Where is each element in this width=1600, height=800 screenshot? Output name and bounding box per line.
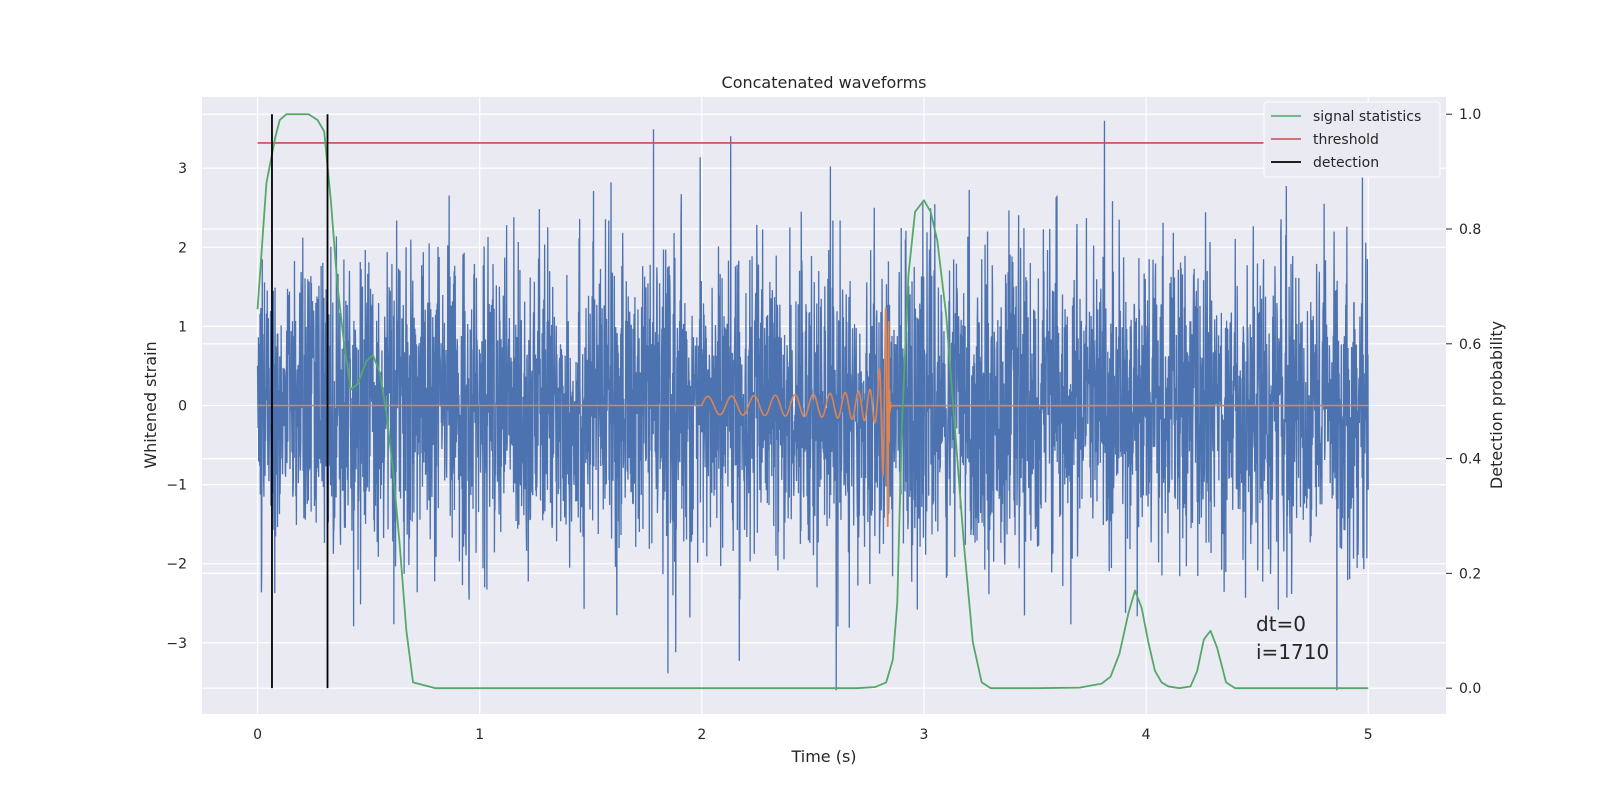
y2-tick-label: 1.0 xyxy=(1459,107,1481,123)
legend-label-signal-statistics: signal statistics xyxy=(1313,109,1421,125)
y2-axis-label: Detection probability xyxy=(1487,321,1506,489)
chart-title: Concatenated waveforms xyxy=(722,73,927,92)
y-tick-label: −3 xyxy=(166,636,187,652)
y-tick-label: −2 xyxy=(166,557,187,573)
x-tick-label: 2 xyxy=(697,727,706,743)
legend: signal statistics threshold detection xyxy=(1263,101,1441,178)
x-tick-label: 4 xyxy=(1142,727,1151,743)
x-tick-label: 0 xyxy=(253,727,262,743)
tick-labels: 0 1 2 3 4 5 −3 −2 −1 0 1 2 3 0.0 0.2 0.4 0.6 0.8 1.0 xyxy=(166,107,1481,743)
y-tick-label: −1 xyxy=(166,478,187,494)
y-axis-label: Whitened strain xyxy=(141,341,160,468)
y2-tick-label: 0.8 xyxy=(1459,222,1481,238)
y-tick-label: 2 xyxy=(178,240,187,256)
y-tick-label: 1 xyxy=(178,319,187,335)
y2-tick-label: 0.6 xyxy=(1459,337,1481,353)
signal-statistics-line xyxy=(256,113,1369,690)
x-tick-label: 1 xyxy=(475,727,484,743)
legend-label-detection: detection xyxy=(1313,155,1379,171)
y2-tick-label: 0.0 xyxy=(1459,681,1481,697)
y-tick-label: 0 xyxy=(178,399,187,415)
y-tick-label: 3 xyxy=(178,161,187,177)
annotation-dt: dt=0 xyxy=(1256,612,1306,636)
x-axis-label: Time (s) xyxy=(790,747,856,766)
x-tick-label: 5 xyxy=(1364,727,1373,743)
chirp-series-line xyxy=(257,307,1369,528)
data-layer xyxy=(256,113,1369,691)
x-tick-label: 3 xyxy=(920,727,929,743)
legend-label-threshold: threshold xyxy=(1313,132,1379,148)
annotation-i: i=1710 xyxy=(1256,640,1329,664)
y2-tick-label: 0.4 xyxy=(1459,452,1481,468)
legend-box xyxy=(1263,101,1441,178)
y2-tick-label: 0.2 xyxy=(1459,566,1481,582)
